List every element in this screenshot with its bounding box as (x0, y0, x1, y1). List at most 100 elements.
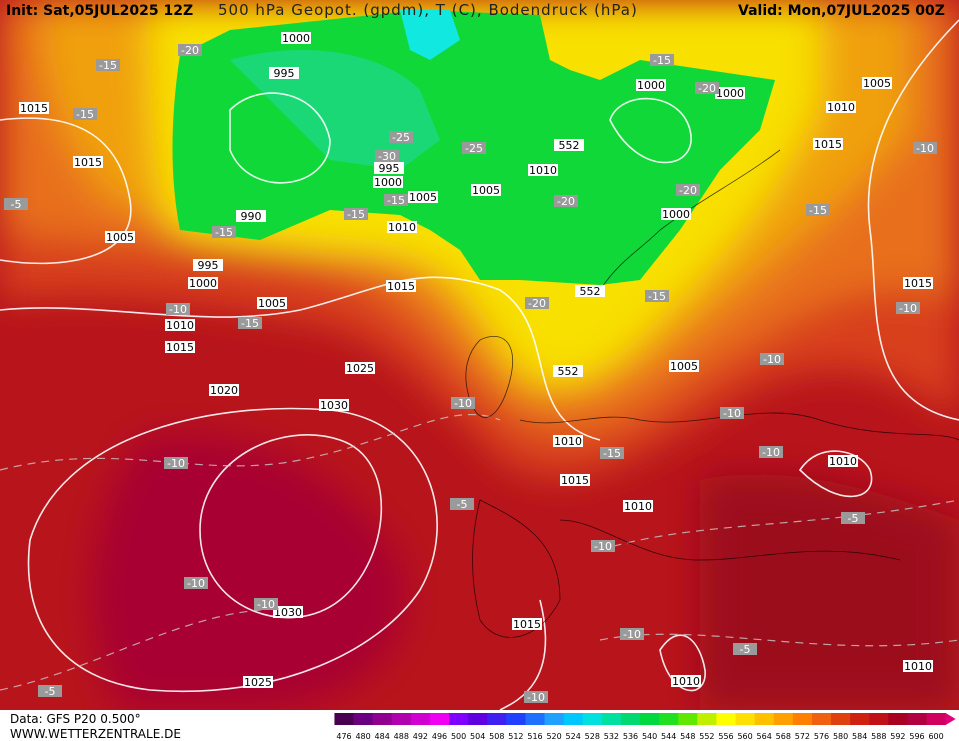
pressure-label: 1010 (827, 101, 855, 114)
temperature-label: -5 (848, 512, 859, 525)
pressure-label: 1005 (670, 360, 698, 373)
pressure-label: 1010 (904, 660, 932, 673)
temperature-label-box (4, 198, 28, 210)
colorbar-label: 488 (394, 732, 409, 741)
colorbar-cell (582, 713, 603, 725)
pressure-label-box (828, 455, 858, 467)
pressure-label-box (715, 87, 745, 99)
colorbar-cell (468, 713, 488, 725)
pressure-label: 1015 (74, 156, 102, 169)
colorbar-cell (850, 713, 870, 725)
colorbar-label: 524 (566, 732, 581, 741)
colorbar-cell (506, 713, 526, 725)
colorbar-label: 564 (757, 732, 772, 741)
colorbar-cell (888, 713, 908, 725)
temperature-label: -10 (167, 457, 185, 470)
pressure-label: 1005 (863, 77, 891, 90)
colorbar-label: 528 (585, 732, 600, 741)
field (0, 0, 959, 710)
pressure-label: 1010 (672, 675, 700, 688)
temperature-label: -15 (387, 194, 405, 207)
temperature-label: -10 (527, 691, 545, 704)
colorbar-cell (716, 713, 737, 725)
temperature-label-box (164, 457, 188, 469)
temperature-label-box (450, 498, 474, 510)
pressure-label-box (373, 176, 403, 188)
colorbar-label: 496 (432, 732, 447, 741)
colorbar-cell (601, 713, 622, 725)
pressure-label: 552 (580, 285, 601, 298)
temperature-label-box (525, 297, 549, 309)
colorbar-cell (811, 713, 832, 725)
colorbar-label: 572 (795, 732, 810, 741)
pressure-label-box (165, 319, 195, 331)
temperature-label-box (759, 446, 783, 458)
temperature-label: -25 (465, 142, 483, 155)
temperature-label-box (695, 82, 719, 94)
temperature-label: -10 (623, 628, 641, 641)
colorbar-cell (773, 713, 794, 725)
temperature-label-box (733, 643, 757, 655)
colorbar-cell (907, 713, 928, 725)
colorbar-cell (410, 713, 431, 725)
temperature-label: -10 (762, 446, 780, 459)
pressure-label: 995 (274, 67, 295, 80)
pressure-label: 1025 (346, 362, 374, 375)
temperature-label: -15 (603, 447, 621, 460)
temperature-label: -20 (181, 44, 199, 57)
pressure-label-box (553, 365, 583, 377)
pressure-label-box (345, 362, 375, 374)
colorbar-label: 500 (451, 732, 466, 741)
temperature-label-box (212, 226, 236, 238)
colorbar-label: 576 (814, 732, 829, 741)
teal-area (230, 50, 440, 170)
pressure-label: 1020 (210, 384, 238, 397)
pressure-label-box (19, 102, 49, 114)
colorbar-cell (449, 713, 469, 725)
pressure-label-box (188, 277, 218, 289)
pressure-label-box (671, 675, 701, 687)
pressure-label-box (269, 67, 299, 79)
temperature-label: -10 (187, 577, 205, 590)
colorbar-cell (334, 713, 355, 725)
pressure-label-box (374, 162, 404, 174)
temperature-label: -20 (528, 297, 546, 310)
isobars (0, 19, 959, 710)
pressure-label-box (623, 500, 653, 512)
pressure-label: 1010 (624, 500, 652, 513)
pressure-label: 552 (559, 139, 580, 152)
colorbar-label: 584 (852, 732, 867, 741)
pressure-label-box (209, 384, 239, 396)
colorbar-label: 552 (699, 732, 714, 741)
pressure-label-box (243, 676, 273, 688)
pressure-label: 1000 (189, 277, 217, 290)
pressure-label-box (273, 606, 303, 618)
temperature-label-box (384, 194, 408, 206)
temperature-label-box (344, 208, 368, 220)
colorbar-label: 532 (604, 732, 619, 741)
pressure-label: 1010 (388, 221, 416, 234)
pressure-label-box (560, 474, 590, 486)
pressure-label-box (862, 77, 892, 89)
pressure-label: 1010 (529, 164, 557, 177)
colorbar-cell (640, 713, 660, 725)
colorbar-label: 516 (527, 732, 542, 741)
pressure-label-box (903, 277, 933, 289)
pressure-label-box (319, 399, 349, 411)
colorbar-label: 600 (928, 732, 943, 741)
cyan-area (400, 10, 460, 60)
pressure-label: 1015 (904, 277, 932, 290)
temperature-label: -15 (347, 208, 365, 221)
colorbar-cell (831, 713, 851, 725)
colorbar-label: 476 (336, 732, 351, 741)
init-time: Init: Sat,05JUL2025 12Z (6, 3, 193, 19)
pressure-label: 1000 (282, 32, 310, 45)
temperature-label: -20 (557, 195, 575, 208)
pressure-label: 1015 (561, 474, 589, 487)
pressure-label-box (512, 618, 542, 630)
pressure-label: 1030 (274, 606, 302, 619)
colorbar-cell (372, 713, 393, 725)
map-title: 500 hPa Geopot. (gpdm), T (C), Bodendruc… (218, 1, 638, 19)
temperature-label: -15 (215, 226, 233, 239)
pressure-label-box (826, 101, 856, 113)
